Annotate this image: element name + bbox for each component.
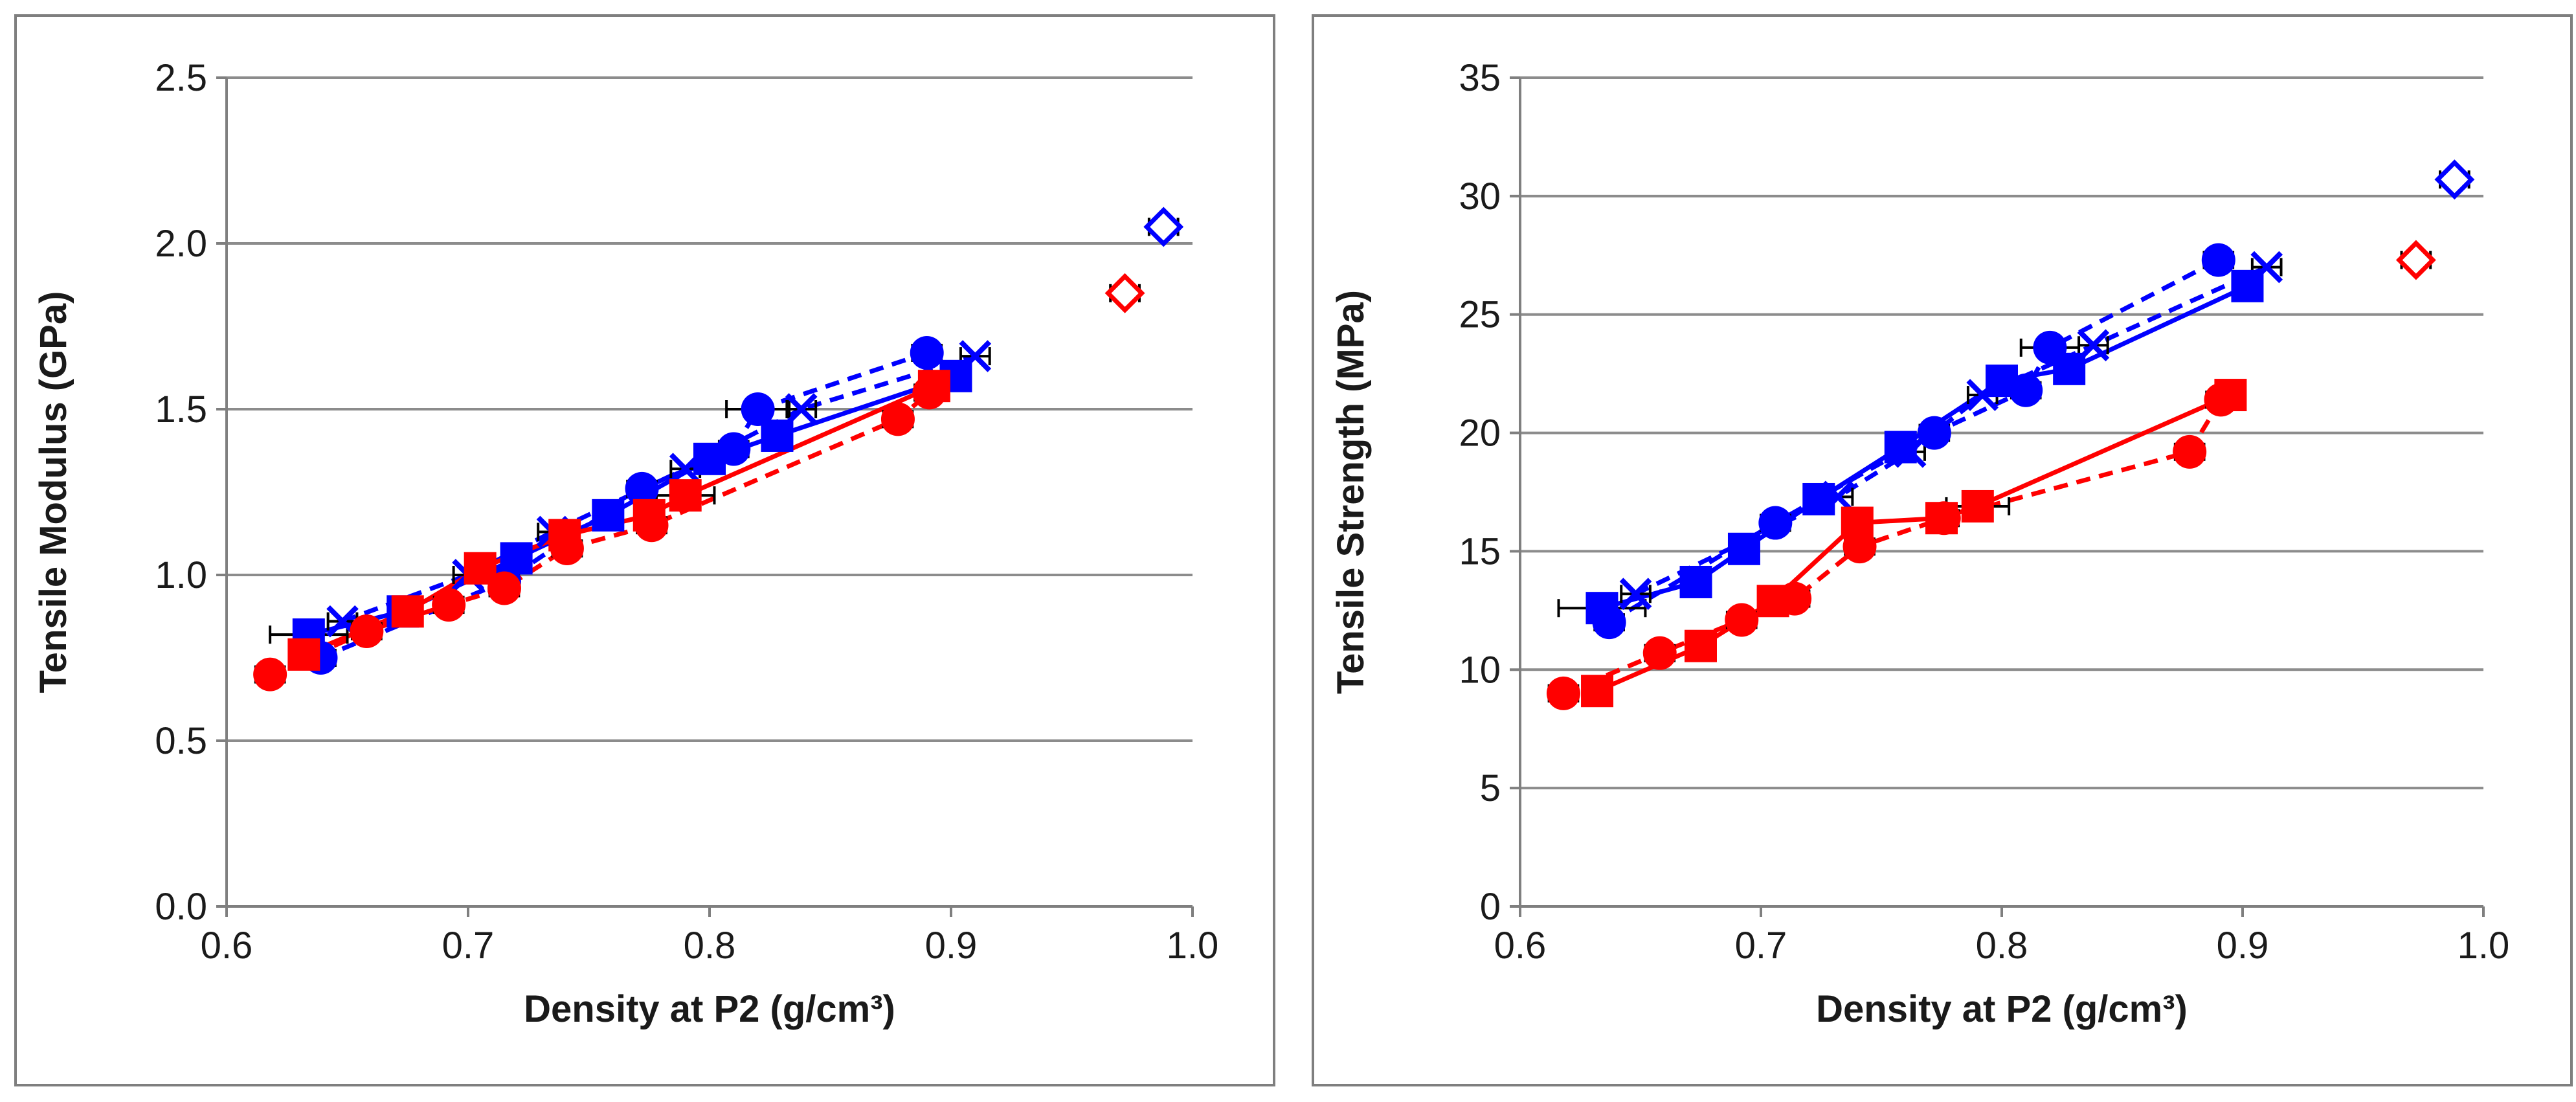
x-tick-label: 0.9 [2217, 925, 2269, 967]
chart-panel-modulus: 0.0 0.5 1.0 1.5 2.0 2.5 0.6 0.7 0.8 0.9 1.0 Density… [14, 14, 1275, 1086]
y-tick-label: 35 [1459, 57, 1501, 99]
y-tick-label: 1.5 [155, 388, 207, 431]
y-tick-label: 30 [1459, 175, 1501, 218]
data-point-square [1961, 489, 1994, 523]
cross-stroke [1966, 379, 1999, 411]
cross-stroke [2250, 251, 2283, 284]
data-point-square [500, 542, 533, 575]
y-tick-label: 1.0 [155, 554, 207, 596]
x-tick-label: 0.6 [1494, 925, 1547, 967]
data-point-diamond [1104, 273, 1145, 313]
strength-chart-svg: 0 5 10 15 20 25 30 35 0.6 0.7 0.8 0.9 1.0 Density at … [1330, 57, 2510, 1030]
x-axis-title: Density at P2 (g/cm³) [1816, 988, 2188, 1030]
data-point-circle [2173, 434, 2207, 469]
cross-stroke [2077, 329, 2110, 362]
x-tick-label: 1.0 [1167, 925, 1219, 967]
data-point-square [633, 499, 666, 532]
data-point-cross [2077, 329, 2110, 362]
data-point-circle [1758, 506, 1793, 540]
data-point-cross [2250, 251, 2283, 284]
data-point-cross [1619, 578, 1652, 611]
y-tick-label: 15 [1459, 530, 1501, 572]
x-tick-label: 0.9 [925, 925, 978, 967]
y-tick-label: 10 [1459, 649, 1501, 691]
data-point-circle [880, 402, 915, 436]
cross-stroke [959, 340, 992, 372]
cross-stroke [326, 605, 359, 638]
data-point-square [1585, 592, 1618, 625]
data-point-square [1756, 585, 1789, 618]
y-tick-label: 2.5 [155, 57, 207, 99]
x-tick-label: 1.0 [2458, 925, 2510, 967]
data-point-cross [785, 393, 818, 425]
data-point-square [548, 519, 581, 552]
data-point-circle [1642, 636, 1677, 670]
y-tick-label: 2.0 [155, 223, 207, 265]
y-tick-label: 25 [1459, 294, 1501, 336]
data-point-square [1685, 629, 1717, 662]
data-point-square [917, 370, 950, 403]
data-point-square [592, 499, 625, 532]
data-point-circle [2201, 243, 2235, 277]
data-point-cross [1966, 379, 1999, 411]
data-point-square [1581, 675, 1614, 708]
data-point-square [1679, 565, 1712, 598]
y-tick-label: 20 [1459, 412, 1501, 455]
x-axis-title: Density at P2 (g/cm³) [524, 988, 895, 1030]
y-axis-title: Tensile Modulus (GPa) [32, 291, 74, 693]
x-tick-label: 0.7 [1735, 925, 1787, 967]
data-point-circle [1917, 416, 1951, 450]
data-point-square [391, 595, 424, 628]
y-tick-label: 5 [1480, 767, 1501, 809]
data-point-circle [350, 614, 384, 649]
cross-stroke [1894, 436, 1927, 468]
cross-stroke [1822, 480, 1854, 513]
data-point-circle [1725, 603, 1759, 637]
data-point-square [1727, 532, 1760, 565]
data-point-square [1986, 365, 2018, 398]
x-tick-label: 0.8 [684, 925, 736, 967]
y-tick-label: 0.0 [155, 886, 207, 928]
data-point-diamond [2434, 159, 2475, 200]
chart-panel-strength: 0 5 10 15 20 25 30 35 0.6 0.7 0.8 0.9 1.0 Density at … [1312, 14, 2573, 1086]
cross-stroke [785, 393, 818, 425]
y-tick-label: 0 [1480, 886, 1501, 928]
data-point-circle [1546, 676, 1580, 710]
data-point-cross [1894, 436, 1927, 468]
data-point-square [1841, 506, 1874, 539]
data-point-square [1925, 502, 1958, 535]
data-point-circle [741, 392, 775, 426]
data-point-cross [1822, 480, 1854, 513]
cross-stroke [1619, 578, 1652, 611]
data-point-square [761, 419, 794, 452]
modulus-chart-svg: 0.0 0.5 1.0 1.5 2.0 2.5 0.6 0.7 0.8 0.9 1.0 Density… [32, 57, 1219, 1030]
data-point-circle [253, 657, 287, 692]
data-point-circle [910, 335, 944, 370]
y-tick-label: 0.5 [155, 720, 207, 762]
series-line [341, 354, 976, 624]
data-point-square [2214, 379, 2247, 412]
y-axis-title: Tensile Strength (MPa) [1330, 290, 1372, 694]
data-point-square [669, 479, 702, 512]
data-point-circle [625, 471, 659, 506]
data-point-square [464, 552, 497, 585]
data-point-diamond [1143, 207, 1184, 247]
series-line [1607, 258, 2220, 625]
data-point-cross [669, 453, 702, 485]
x-tick-label: 0.8 [1976, 925, 2028, 967]
data-point-cross [959, 340, 992, 372]
data-point-diamond [2395, 240, 2436, 280]
data-point-square [287, 638, 320, 671]
x-tick-label: 0.6 [201, 925, 253, 967]
data-point-circle [432, 588, 466, 622]
series-line [320, 350, 928, 660]
x-tick-label: 0.7 [442, 925, 495, 967]
cross-stroke [669, 453, 702, 485]
